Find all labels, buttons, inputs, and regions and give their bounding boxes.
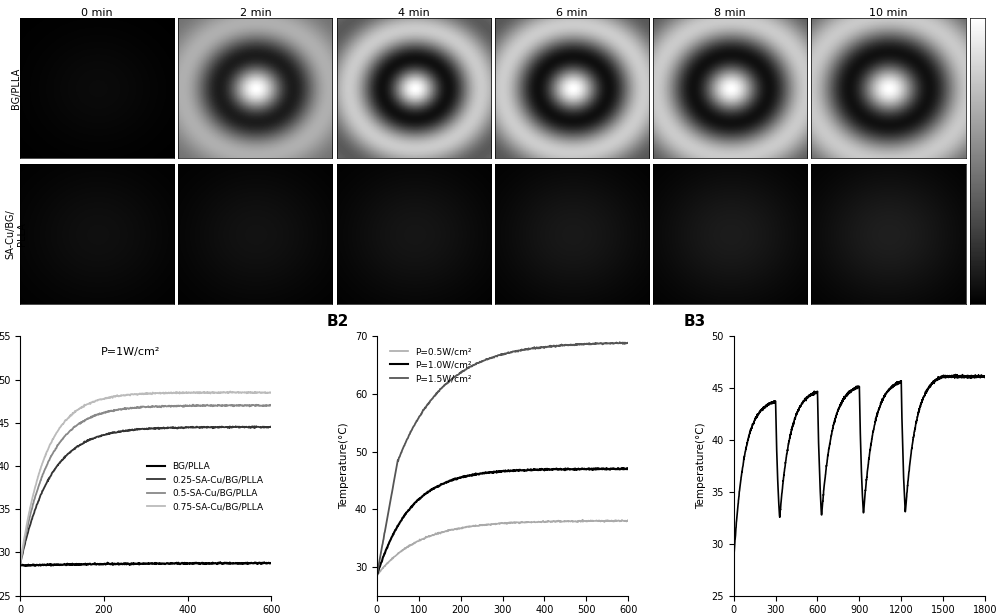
Y-axis label: BG/PLLA: BG/PLLA [11, 68, 21, 109]
P=0.5W/cm² [622, 517, 634, 524]
Text: B3: B3 [683, 314, 706, 329]
Line: 0.5-SA-Cu/BG/PLLA: 0.5-SA-Cu/BG/PLLA [20, 405, 271, 565]
P=1.5W/cm² [622, 339, 634, 346]
P=1.5W/cm² [614, 338, 626, 346]
P=1.0W/cm² [371, 572, 383, 580]
Line: 0.25-SA-Cu/BG/PLLA: 0.25-SA-Cu/BG/PLLA [20, 426, 271, 565]
BG/PLLA [214, 559, 226, 566]
BG/PLLA [249, 559, 261, 567]
Y-axis label: Temperature(°C): Temperature(°C) [696, 422, 706, 509]
0.75-SA-Cu/BG/PLLA [249, 389, 261, 397]
BG/PLLA [215, 559, 227, 567]
Legend: BG/PLLA, 0.25-SA-Cu/BG/PLLA, 0.5-SA-Cu/BG/PLLA, 0.75-SA-Cu/BG/PLLA: BG/PLLA, 0.25-SA-Cu/BG/PLLA, 0.5-SA-Cu/B… [143, 458, 267, 515]
0.25-SA-Cu/BG/PLLA [97, 432, 109, 439]
0.5-SA-Cu/BG/PLLA [265, 402, 277, 410]
Line: BG/PLLA: BG/PLLA [20, 562, 271, 566]
0.75-SA-Cu/BG/PLLA [258, 389, 270, 397]
BG/PLLA [30, 561, 42, 569]
0.25-SA-Cu/BG/PLLA [265, 424, 277, 431]
0.75-SA-Cu/BG/PLLA [97, 395, 109, 403]
P=1.5W/cm² [387, 484, 399, 492]
Line: P=1.0W/cm²: P=1.0W/cm² [377, 468, 628, 576]
P=0.5W/cm² [454, 525, 466, 532]
P=1.0W/cm² [387, 531, 399, 538]
0.5-SA-Cu/BG/PLLA [97, 410, 109, 417]
0.25-SA-Cu/BG/PLLA [61, 451, 73, 459]
0.5-SA-Cu/BG/PLLA [30, 491, 42, 499]
0.5-SA-Cu/BG/PLLA [61, 430, 73, 438]
Line: 0.75-SA-Cu/BG/PLLA: 0.75-SA-Cu/BG/PLLA [20, 392, 271, 566]
Title: 4 min: 4 min [398, 7, 430, 18]
Text: P=1W/cm²: P=1W/cm² [100, 347, 160, 357]
Line: P=0.5W/cm²: P=0.5W/cm² [377, 519, 628, 575]
P=0.5W/cm² [571, 518, 583, 525]
P=0.5W/cm² [576, 516, 588, 523]
0.25-SA-Cu/BG/PLLA [14, 562, 26, 569]
0.75-SA-Cu/BG/PLLA [224, 388, 236, 395]
0.5-SA-Cu/BG/PLLA [258, 402, 270, 409]
0.25-SA-Cu/BG/PLLA [214, 423, 226, 430]
0.75-SA-Cu/BG/PLLA [30, 481, 42, 489]
0.25-SA-Cu/BG/PLLA [258, 424, 270, 431]
Y-axis label: Temperature(°C): Temperature(°C) [339, 422, 349, 509]
Title: 2 min: 2 min [240, 7, 271, 18]
P=1.0W/cm² [606, 465, 618, 473]
BG/PLLA [97, 561, 109, 568]
BG/PLLA [14, 561, 26, 569]
Title: 0 min: 0 min [81, 7, 113, 18]
P=1.5W/cm² [418, 406, 430, 414]
P=1.0W/cm² [418, 492, 430, 499]
BG/PLLA [258, 559, 270, 566]
0.5-SA-Cu/BG/PLLA [249, 402, 261, 410]
P=1.0W/cm² [454, 473, 466, 481]
0.75-SA-Cu/BG/PLLA [265, 389, 277, 396]
Text: B2: B2 [327, 314, 349, 329]
P=0.5W/cm² [418, 535, 430, 542]
0.5-SA-Cu/BG/PLLA [187, 401, 199, 408]
P=0.5W/cm² [371, 571, 383, 578]
P=0.5W/cm² [387, 555, 399, 562]
P=1.5W/cm² [571, 340, 583, 348]
Legend: P=0.5W/cm², P=1.0W/cm², P=1.5W/cm²: P=0.5W/cm², P=1.0W/cm², P=1.5W/cm² [386, 343, 475, 387]
Y-axis label: SA-Cu/BG/
PLLA: SA-Cu/BG/ PLLA [5, 209, 27, 258]
0.75-SA-Cu/BG/PLLA [61, 416, 73, 423]
0.25-SA-Cu/BG/PLLA [30, 504, 42, 511]
0.25-SA-Cu/BG/PLLA [250, 422, 262, 430]
BG/PLLA [265, 559, 277, 567]
Line: P=1.5W/cm²: P=1.5W/cm² [377, 342, 628, 576]
P=1.0W/cm² [615, 465, 627, 473]
Title: 10 min: 10 min [869, 7, 908, 18]
0.5-SA-Cu/BG/PLLA [14, 562, 26, 569]
0.75-SA-Cu/BG/PLLA [14, 562, 26, 570]
0.25-SA-Cu/BG/PLLA [249, 422, 261, 430]
Title: 6 min: 6 min [556, 7, 588, 18]
P=1.5W/cm² [371, 572, 383, 580]
P=1.0W/cm² [600, 464, 612, 472]
P=1.5W/cm² [615, 340, 627, 347]
P=1.5W/cm² [454, 370, 466, 377]
P=1.0W/cm² [622, 465, 634, 473]
P=0.5W/cm² [606, 517, 618, 524]
P=1.5W/cm² [605, 340, 617, 347]
BG/PLLA [19, 562, 31, 570]
BG/PLLA [61, 560, 73, 567]
Title: 8 min: 8 min [714, 7, 746, 18]
P=1.0W/cm² [571, 465, 583, 473]
P=0.5W/cm² [615, 517, 627, 524]
0.75-SA-Cu/BG/PLLA [214, 389, 226, 397]
0.5-SA-Cu/BG/PLLA [215, 402, 227, 410]
